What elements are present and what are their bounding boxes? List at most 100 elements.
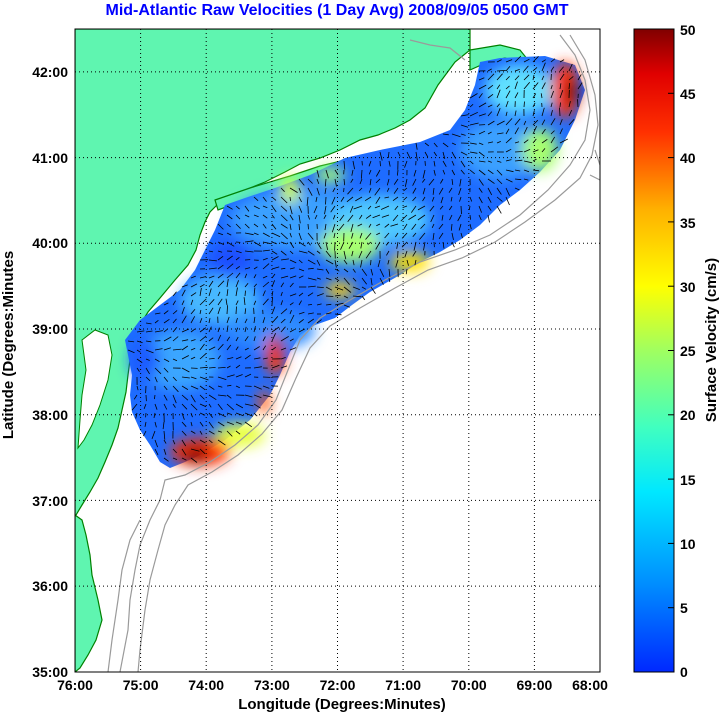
velocity-arrow (298, 232, 302, 241)
velocity-arrow (190, 309, 196, 315)
velocity-arrow (307, 312, 314, 315)
velocity-arrow (384, 223, 390, 228)
velocity-arrow (478, 93, 483, 99)
colorbar-tick-label: 30 (680, 279, 696, 295)
velocity-arrow (208, 403, 212, 408)
velocity-arrow (469, 214, 471, 220)
velocity-arrow (226, 384, 232, 387)
velocity-arrow (244, 205, 250, 212)
velocity-arrow (325, 295, 334, 297)
velocity-arrow (448, 187, 453, 193)
velocity-arrow (208, 337, 214, 342)
velocity-arrow (244, 308, 247, 315)
velocity-arrow (428, 178, 435, 186)
velocity-arrow (355, 196, 363, 202)
velocity-arrow (172, 348, 182, 351)
velocity-arrow (163, 302, 169, 306)
velocity-arrow (505, 196, 510, 206)
velocity-arrow (298, 223, 300, 231)
velocity-arrow (289, 293, 297, 297)
velocity-arrow (217, 421, 225, 427)
velocity-arrow (496, 84, 501, 90)
velocity-arrow (226, 357, 234, 360)
velocity-arrow (280, 187, 285, 192)
velocity-arrow (235, 327, 239, 333)
velocity-arrow (375, 178, 381, 184)
velocity-arrow (514, 169, 521, 172)
velocity-arrow (351, 169, 354, 176)
velocity-arrow (226, 279, 229, 288)
velocity-arrow (199, 353, 207, 360)
velocity-arrow (395, 259, 399, 268)
velocity-arrow (496, 103, 501, 108)
velocity-arrow (154, 330, 163, 333)
velocity-arrow (361, 286, 367, 290)
velocity-arrow (438, 223, 444, 230)
velocity-arrow (289, 275, 297, 279)
velocity-arrow (420, 223, 426, 229)
velocity-arrow (280, 291, 283, 297)
velocity-arrow (235, 430, 241, 435)
velocity-arrow (280, 357, 286, 360)
velocity-arrow (217, 291, 221, 297)
velocity-arrow (244, 373, 252, 378)
velocity-arrow (505, 187, 510, 196)
velocity-arrow (487, 187, 493, 196)
velocity-arrow (271, 316, 279, 324)
velocity-arrow (396, 241, 399, 249)
velocity-arrow (289, 302, 294, 306)
velocity-arrow (262, 281, 270, 288)
velocity-arrow (352, 160, 355, 170)
velocity-arrow (190, 292, 197, 297)
velocity-arrow (361, 277, 368, 285)
velocity-arrow (298, 187, 302, 194)
velocity-arrow (244, 394, 253, 398)
velocity-arrow (289, 314, 295, 324)
velocity-arrow (253, 394, 262, 399)
velocity-arrow (460, 205, 462, 215)
velocity-arrow (325, 277, 332, 281)
velocity-arrow (289, 250, 294, 255)
velocity-arrow (367, 241, 372, 245)
velocity-arrow (208, 318, 211, 324)
velocity-arrow (411, 223, 417, 230)
velocity-arrow (208, 280, 214, 288)
velocity-arrow (154, 319, 159, 324)
velocity-arrow (458, 223, 462, 231)
velocity-arrow (208, 250, 214, 253)
colorbar-tick-label: 40 (680, 150, 696, 166)
velocity-arrow (559, 138, 568, 144)
velocity-arrow (253, 287, 256, 297)
velocity-arrow (469, 122, 479, 126)
velocity-arrow (190, 439, 196, 445)
velocity-arrow (432, 187, 435, 195)
velocity-arrow (478, 84, 487, 90)
velocity-arrow (496, 89, 501, 99)
velocity-arrow (451, 232, 454, 240)
velocity-arrow (280, 336, 289, 342)
velocity-arrow (190, 299, 194, 306)
velocity-arrow (316, 303, 322, 306)
velocity-arrow (450, 223, 453, 231)
velocity-arrow (523, 81, 531, 90)
velocity-arrow (262, 385, 270, 389)
velocity-arrow (298, 275, 304, 279)
velocity-arrow (181, 448, 187, 456)
velocity-arrow (172, 385, 179, 393)
velocity-arrow (577, 74, 582, 81)
velocity-arrow (163, 310, 169, 315)
velocity-arrow (412, 232, 417, 238)
x-axis-label: Longitude (Degrees:Minutes) (238, 696, 446, 713)
velocity-arrow (235, 306, 237, 315)
velocity-arrow (289, 232, 292, 238)
velocity-arrow (505, 90, 511, 99)
velocity-arrow (559, 73, 565, 81)
velocity-arrow (358, 187, 363, 192)
velocity-arrow (469, 133, 475, 135)
velocity-arrow (379, 268, 385, 277)
velocity-arrow (532, 67, 538, 72)
velocity-arrow (271, 346, 277, 351)
velocity-arrow (143, 403, 147, 410)
velocity-arrow (451, 133, 461, 138)
velocity-arrow (397, 151, 401, 157)
